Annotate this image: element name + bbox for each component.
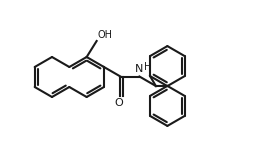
Text: O: O (114, 99, 123, 109)
Text: H: H (144, 62, 152, 71)
Text: OH: OH (98, 30, 113, 40)
Text: N: N (135, 64, 144, 73)
